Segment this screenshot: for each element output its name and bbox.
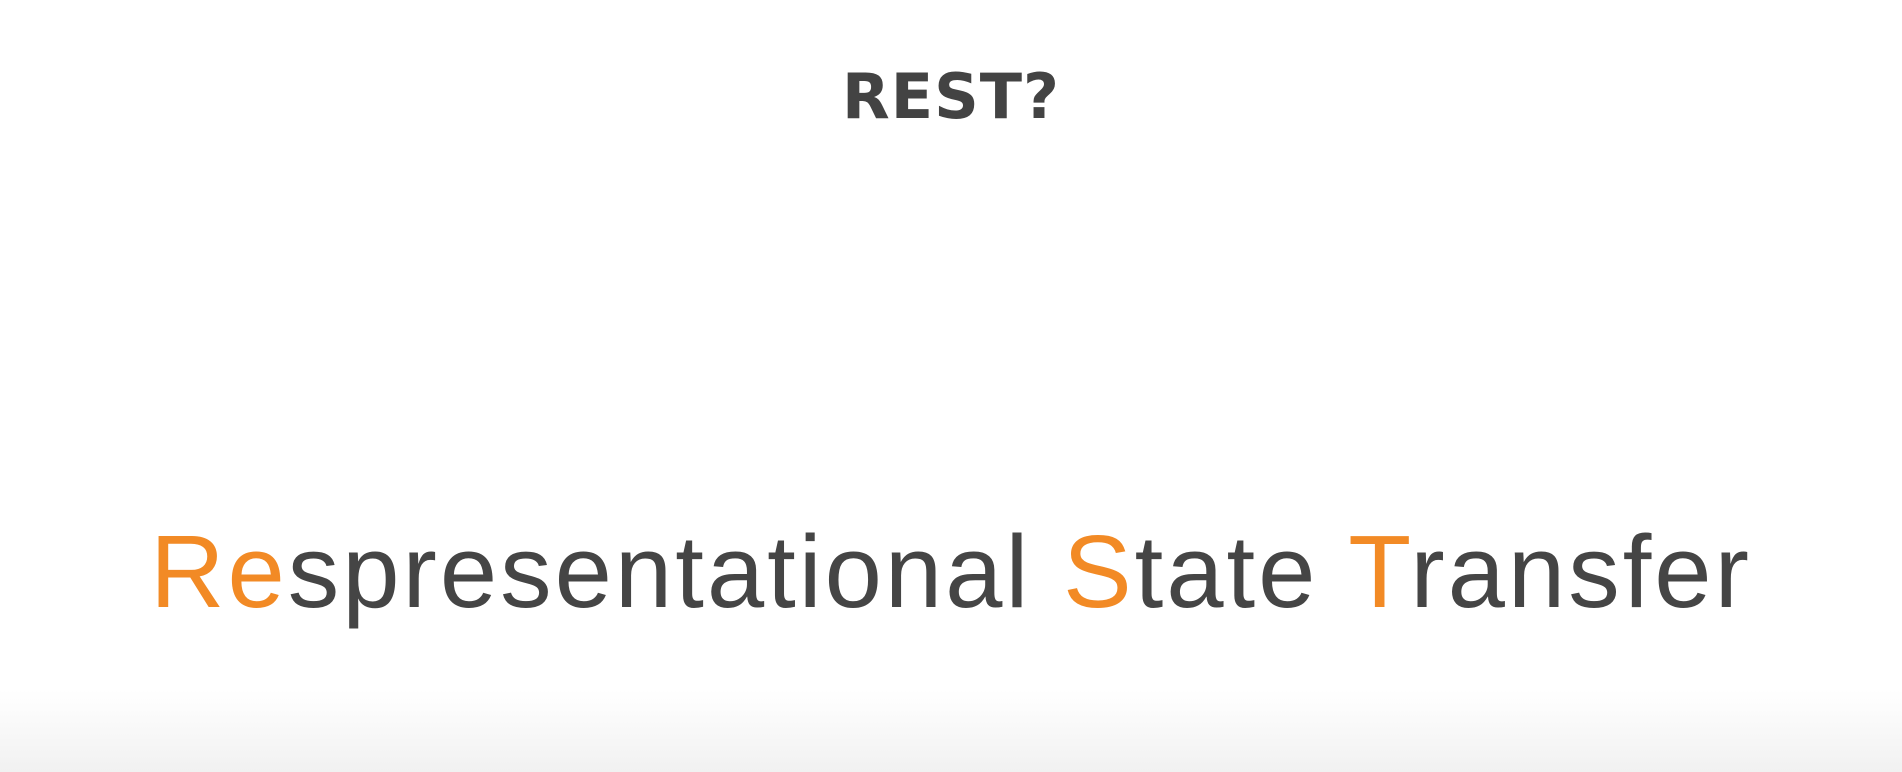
- expansion-highlight-t: T: [1348, 514, 1411, 629]
- slide-title: REST?: [841, 60, 1060, 133]
- expansion-text-ransfer: ransfer: [1410, 514, 1752, 629]
- expansion-text-tate: tate: [1134, 514, 1349, 629]
- expansion-text-spresentational: spresentational: [287, 514, 1063, 629]
- acronym-expansion: Respresentational State Transfer: [0, 512, 1902, 632]
- expansion-highlight-re: Re: [150, 514, 288, 629]
- expansion-highlight-s: S: [1062, 514, 1135, 629]
